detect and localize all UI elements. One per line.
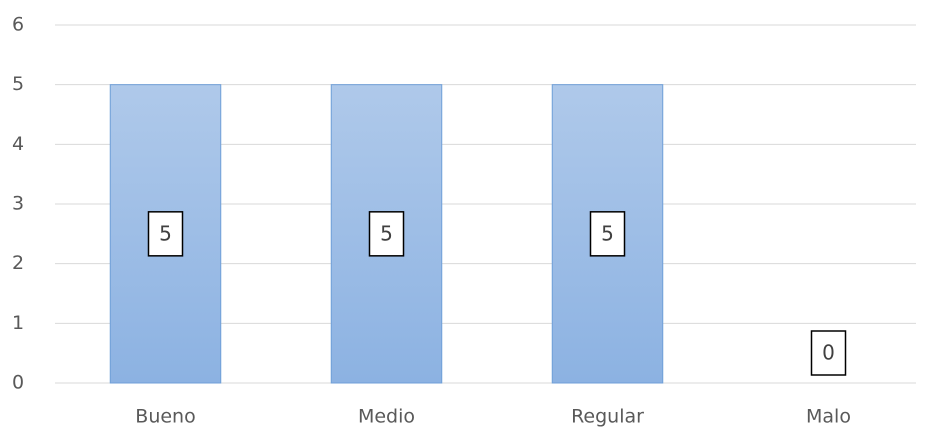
y-tick-label: 1 [12, 312, 24, 334]
data-label: 5 [601, 221, 614, 245]
y-tick-label: 4 [12, 133, 24, 155]
x-tick-label: Regular [571, 406, 644, 428]
data-label: 5 [380, 221, 393, 245]
x-tick-label: Bueno [135, 406, 195, 428]
data-label: 0 [822, 341, 835, 365]
data-label: 5 [159, 221, 172, 245]
data-label-box [589, 211, 626, 257]
y-tick-label: 6 [12, 14, 24, 36]
data-label-box [810, 330, 847, 376]
data-label-box [368, 211, 405, 257]
x-tick-label: Medio [358, 406, 415, 428]
x-tick-label: Malo [806, 406, 851, 428]
data-label-box [147, 211, 184, 257]
y-tick-label: 2 [12, 252, 24, 274]
y-tick-label: 5 [12, 73, 24, 95]
y-tick-label: 0 [12, 372, 24, 394]
y-tick-label: 3 [12, 193, 24, 215]
